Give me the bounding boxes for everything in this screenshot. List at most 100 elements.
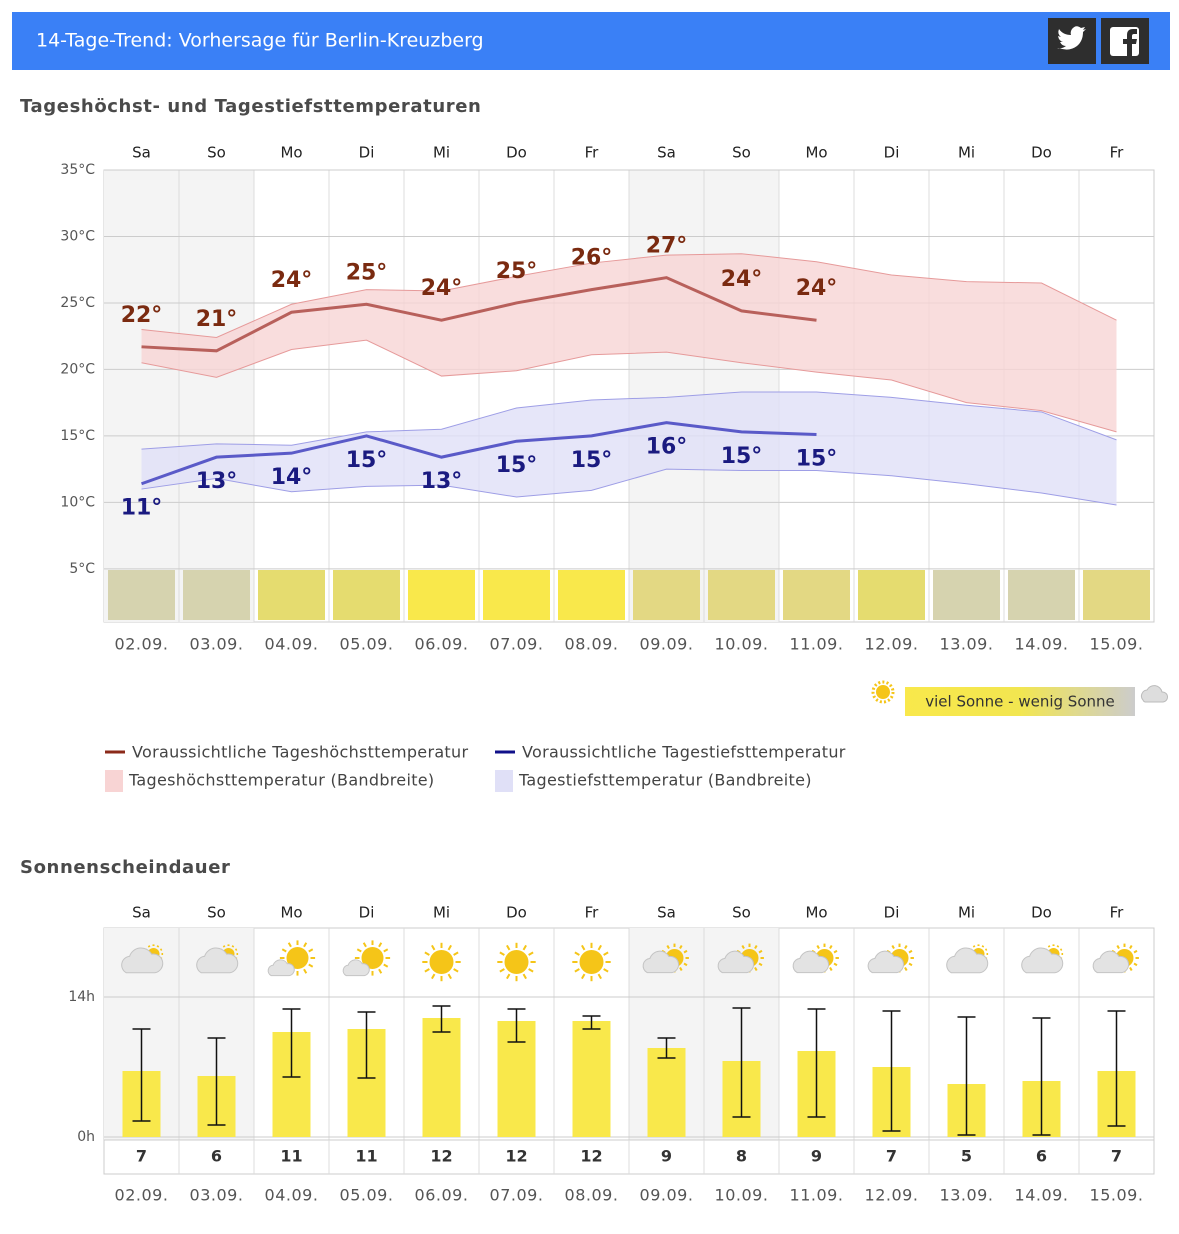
sun-ray bbox=[908, 962, 913, 967]
facebook-f bbox=[1123, 29, 1137, 56]
y-tick-label: 35°C bbox=[60, 162, 95, 178]
sun-ray bbox=[833, 949, 838, 954]
date-label: 15.09. bbox=[1090, 635, 1144, 654]
sun bbox=[497, 942, 536, 982]
sun-ray bbox=[378, 942, 383, 948]
error-bar bbox=[1032, 1017, 1051, 1136]
weekday-label: Mi bbox=[433, 904, 450, 922]
weekday-label: Fr bbox=[1110, 144, 1125, 162]
sun-ray bbox=[383, 948, 389, 953]
sun-ray bbox=[308, 963, 314, 968]
value-label: 5 bbox=[961, 1147, 972, 1166]
weekday-label: Di bbox=[884, 904, 900, 922]
legend-swatch bbox=[105, 770, 123, 792]
legend-swatch bbox=[495, 770, 513, 792]
error-bar bbox=[957, 1016, 976, 1136]
sun-ray bbox=[683, 949, 688, 954]
date-label: 04.09. bbox=[265, 635, 319, 654]
value-label: 15° bbox=[796, 447, 838, 472]
value-label: 13° bbox=[196, 469, 238, 494]
sun-ray bbox=[679, 967, 683, 971]
value-label: 12 bbox=[430, 1147, 452, 1166]
date-label: 13.09. bbox=[940, 635, 994, 654]
date-label: 10.09. bbox=[715, 1186, 769, 1205]
sun-ray bbox=[231, 945, 235, 948]
date-label: 09.09. bbox=[640, 635, 694, 654]
value-label: 24° bbox=[271, 268, 313, 293]
sun-ray bbox=[308, 948, 314, 953]
y-tick-label: 0h bbox=[77, 1129, 95, 1145]
sun-ray bbox=[528, 951, 534, 956]
value-label: 15° bbox=[496, 453, 538, 478]
header-title: 14-Tage-Trend: Vorhersage für Berlin-Kre… bbox=[36, 30, 484, 52]
sun-ray bbox=[528, 968, 534, 973]
date-label: 07.09. bbox=[490, 635, 544, 654]
sun-disc bbox=[504, 950, 529, 974]
sun-ray bbox=[431, 944, 436, 951]
sun-ray bbox=[362, 942, 367, 948]
bar bbox=[572, 1021, 611, 1137]
date-label: 07.09. bbox=[490, 1186, 544, 1205]
cloud bbox=[121, 947, 164, 974]
cloud bbox=[1092, 950, 1130, 974]
sun-ray bbox=[303, 942, 308, 948]
value-label: 27° bbox=[646, 234, 688, 259]
sun-ray bbox=[603, 951, 609, 956]
date-label: 14.09. bbox=[1015, 1186, 1069, 1205]
temperature-line bbox=[140, 421, 817, 486]
sun-ray bbox=[447, 944, 452, 951]
sun-ray bbox=[679, 945, 683, 949]
cloud bbox=[717, 950, 755, 974]
date-label: 11.09. bbox=[790, 635, 844, 654]
range-band bbox=[141, 392, 1117, 506]
error-bar bbox=[207, 1037, 226, 1126]
sun-ray bbox=[281, 948, 287, 953]
sun-ray bbox=[972, 945, 976, 948]
value-label: 22° bbox=[121, 303, 163, 328]
sun-ray bbox=[506, 973, 511, 980]
sun-ray bbox=[829, 945, 833, 949]
value-label: 25° bbox=[346, 260, 388, 285]
sun-ray bbox=[908, 949, 913, 954]
sun-ray bbox=[1133, 962, 1138, 967]
error-bar bbox=[657, 1037, 676, 1059]
sun-box bbox=[408, 570, 475, 620]
facebook-button[interactable] bbox=[1101, 18, 1149, 64]
value-label: 15° bbox=[571, 448, 613, 473]
value-label: 9 bbox=[661, 1147, 672, 1166]
band-edge bbox=[141, 468, 1117, 506]
sun-disc bbox=[361, 947, 384, 969]
date-label: 05.09. bbox=[340, 1186, 394, 1205]
sun-ray bbox=[581, 973, 586, 980]
cloud-icon bbox=[1140, 685, 1169, 703]
date-label: 13.09. bbox=[940, 1186, 994, 1205]
value-label: 16° bbox=[646, 435, 688, 460]
twitter-button[interactable] bbox=[1048, 18, 1096, 64]
weekend-shade bbox=[104, 170, 179, 622]
date-label: 15.09. bbox=[1090, 1186, 1144, 1205]
sun-ray bbox=[1129, 967, 1133, 971]
weekday-label: Di bbox=[359, 904, 375, 922]
sun-ray bbox=[1056, 945, 1060, 948]
sun-ray bbox=[597, 973, 602, 980]
weekday-label: Mo bbox=[805, 904, 827, 922]
error-bar bbox=[1107, 1010, 1126, 1127]
value-label: 24° bbox=[721, 267, 763, 292]
sun-ray bbox=[603, 968, 609, 973]
sun-ray bbox=[666, 945, 670, 949]
sun-ray bbox=[424, 968, 430, 973]
weekday-label: Sa bbox=[132, 904, 151, 922]
y-tick-label: 14h bbox=[68, 989, 95, 1005]
sun-ray bbox=[1129, 945, 1133, 949]
date-label: 10.09. bbox=[715, 635, 769, 654]
weekday-label: So bbox=[732, 904, 751, 922]
sun-ray bbox=[754, 967, 758, 971]
sun-ray bbox=[1047, 945, 1051, 948]
sun-ray bbox=[453, 951, 459, 956]
sun-ray bbox=[447, 973, 452, 980]
sun-ray bbox=[816, 945, 820, 949]
value-label: 6 bbox=[211, 1147, 222, 1166]
weekday-label: Do bbox=[506, 144, 527, 162]
value-label: 7 bbox=[1111, 1147, 1122, 1166]
value-label: 24° bbox=[796, 276, 838, 301]
